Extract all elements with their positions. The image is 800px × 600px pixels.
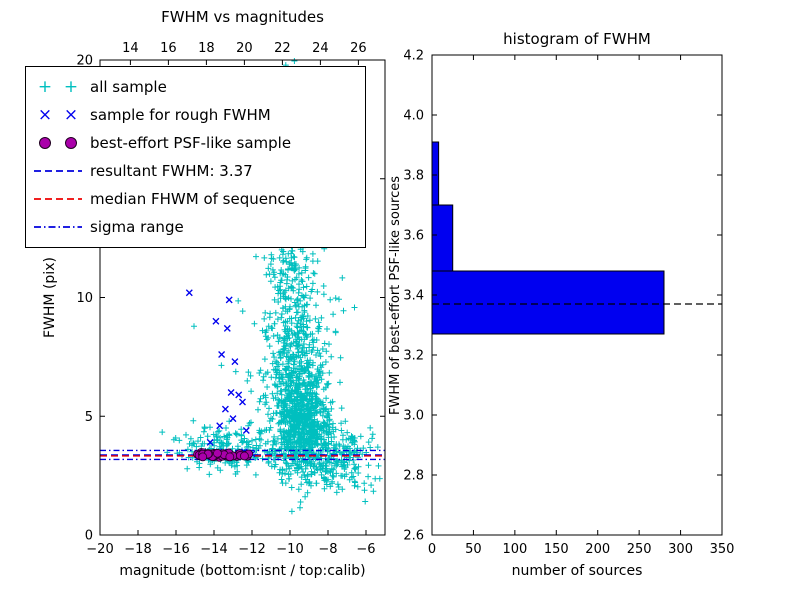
legend-label: sigma range xyxy=(90,218,184,236)
circle-marker-icon xyxy=(26,137,90,149)
legend-line-sample xyxy=(34,226,82,228)
hist-ylabel: FWHM of best-effort PSF-like sources xyxy=(388,175,403,415)
plus-marker-icon: + + xyxy=(37,76,79,97)
scatter-title: FWHM vs magnitudes xyxy=(161,8,324,26)
dashed-line-icon xyxy=(26,193,90,205)
svg-text:22: 22 xyxy=(274,41,291,56)
svg-text:−18: −18 xyxy=(124,542,151,557)
svg-text:20: 20 xyxy=(236,41,253,56)
x-marker-icon: × × xyxy=(37,104,79,125)
legend: + + all sample × × sample for rough FWHM b… xyxy=(25,66,366,248)
svg-text:−16: −16 xyxy=(162,542,189,557)
scatter-psf-like-points xyxy=(193,447,254,462)
svg-text:50: 50 xyxy=(465,542,482,557)
svg-text:−6: −6 xyxy=(356,542,375,557)
legend-line-sample xyxy=(34,198,82,200)
svg-text:14: 14 xyxy=(122,41,139,56)
svg-text:16: 16 xyxy=(160,41,177,56)
svg-text:3.8: 3.8 xyxy=(403,169,424,184)
svg-text:3.2: 3.2 xyxy=(403,349,424,364)
svg-text:18: 18 xyxy=(198,41,215,56)
svg-text:200: 200 xyxy=(585,542,610,557)
svg-text:350: 350 xyxy=(710,542,735,557)
svg-text:26: 26 xyxy=(350,41,367,56)
scatter-xlabel: magnitude (bottom:isnt / top:calib) xyxy=(119,563,366,579)
svg-text:24: 24 xyxy=(312,41,329,56)
svg-text:10: 10 xyxy=(76,291,93,306)
svg-text:2.8: 2.8 xyxy=(403,469,424,484)
legend-line-sample xyxy=(34,170,82,172)
legend-item-psf-sample: best-effort PSF-like sample xyxy=(26,129,365,157)
svg-text:2.6: 2.6 xyxy=(403,529,424,544)
legend-label: best-effort PSF-like sample xyxy=(90,134,292,152)
legend-label: sample for rough FWHM xyxy=(90,106,271,124)
svg-text:4.0: 4.0 xyxy=(403,109,424,124)
svg-text:−20: −20 xyxy=(86,542,113,557)
svg-text:−14: −14 xyxy=(200,542,227,557)
tick-marks xyxy=(99,54,723,536)
svg-text:5: 5 xyxy=(85,410,93,425)
svg-text:−10: −10 xyxy=(276,542,303,557)
svg-text:3.4: 3.4 xyxy=(403,289,424,304)
hist-title: histogram of FWHM xyxy=(503,30,651,48)
legend-item-resultant-fwhm: resultant FWHM: 3.37 xyxy=(26,157,365,185)
legend-label: median FHWM of sequence xyxy=(90,190,295,208)
legend-item-rough-fwhm-sample: × × sample for rough FWHM xyxy=(26,101,365,129)
hist-bars xyxy=(431,141,665,335)
svg-text:3.6: 3.6 xyxy=(403,229,424,244)
scatter-rough-fwhm-points xyxy=(185,289,256,459)
svg-text:−8: −8 xyxy=(318,542,337,557)
scatter-reference-lines xyxy=(100,449,385,461)
legend-label: all sample xyxy=(90,78,167,96)
svg-text:0: 0 xyxy=(428,542,436,557)
hist-xlabel: number of sources xyxy=(511,563,643,579)
dashed-line-icon xyxy=(26,165,90,177)
legend-item-all-sample: + + all sample xyxy=(26,73,365,101)
svg-text:250: 250 xyxy=(627,542,652,557)
svg-text:−12: −12 xyxy=(238,542,265,557)
legend-item-sigma-range: sigma range xyxy=(26,213,365,241)
svg-text:150: 150 xyxy=(544,542,569,557)
svg-text:100: 100 xyxy=(502,542,527,557)
dashdot-line-icon xyxy=(26,221,90,233)
svg-text:4.2: 4.2 xyxy=(403,49,424,64)
svg-text:0: 0 xyxy=(85,529,93,544)
legend-label: resultant FWHM: 3.37 xyxy=(90,162,253,180)
svg-text:20: 20 xyxy=(76,54,93,69)
svg-text:300: 300 xyxy=(668,542,693,557)
svg-text:3.0: 3.0 xyxy=(403,409,424,424)
legend-item-median-fwhm: median FHWM of sequence xyxy=(26,185,365,213)
